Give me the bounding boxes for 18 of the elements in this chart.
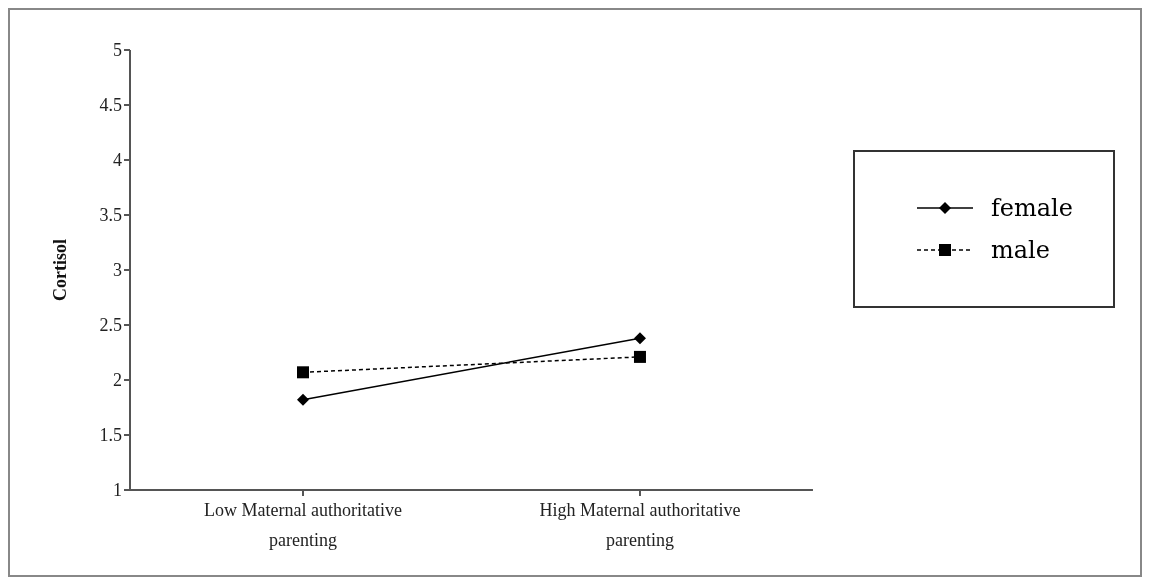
point xyxy=(297,366,309,379)
point xyxy=(297,393,309,406)
y-tick-label: 2 xyxy=(113,370,122,391)
y-tick-label: 1 xyxy=(113,480,122,501)
x-tick-label: Low Maternal authoritative parenting xyxy=(204,500,402,550)
point xyxy=(633,332,646,345)
y-tick-label: 1.5 xyxy=(99,425,122,446)
y-tick-label: 4.5 xyxy=(99,95,122,116)
point xyxy=(633,350,646,363)
legend-label: male xyxy=(990,236,1050,264)
y-tick-label: 3 xyxy=(113,260,122,281)
x-tick-label: High Maternal authoritative parenting xyxy=(539,500,741,550)
y-tick-label: 4 xyxy=(113,150,122,171)
y-tick-label: 2.5 xyxy=(99,315,122,336)
y-tick-label: 3.5 xyxy=(99,205,122,226)
y-tick-label: 5 xyxy=(113,40,122,61)
legend-label: female xyxy=(990,194,1073,222)
y-axis-title: Cortisol xyxy=(50,239,71,301)
